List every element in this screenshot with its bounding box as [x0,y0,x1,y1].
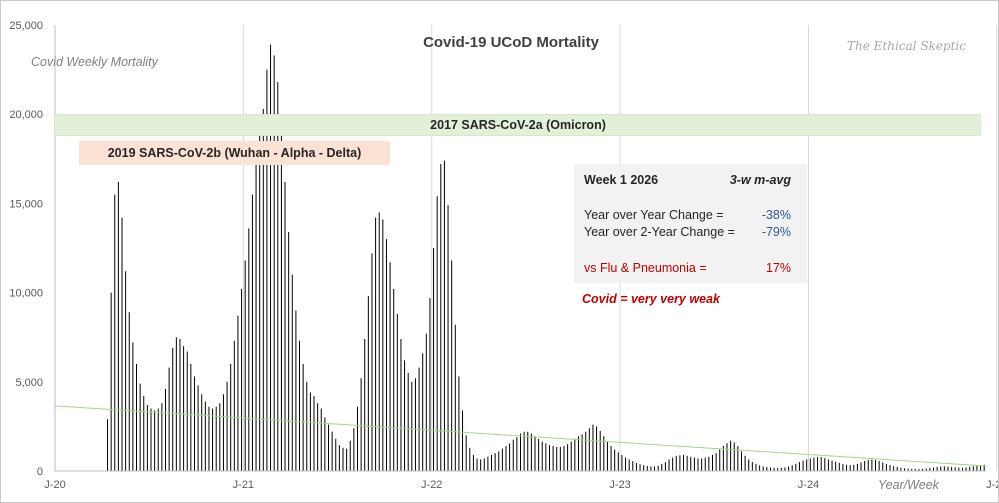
flu-value: 17% [765,261,791,275]
x-axis-label: Year/Week [878,478,939,492]
variant-band: 2019 SARS-CoV-2b (Wuhan - Alpha - Delta) [79,141,390,165]
yo2y-value: -79% [761,225,791,239]
verdict-text: Covid = very very weak [582,292,720,306]
x-axis-ticks: J-20J-21J-22J-23J-24J-25J-26 [44,479,998,491]
axes [54,25,986,472]
y-tick-label: 10,000 [9,288,43,300]
stats-box: Week 1 2026 3-w m-avg Year over Year Cha… [574,164,807,283]
stats-header: Week 1 2026 [584,173,659,187]
y-tick-label: 15,000 [9,198,43,210]
weekly-bars [107,44,985,471]
y-tick-label: 25,000 [9,20,43,32]
y-axis-label: Covid Weekly Mortality [31,55,158,69]
trend-line [54,405,987,467]
yo2y-label: Year over 2-Year Change = [584,225,735,239]
y-tick-label: 20,000 [9,109,43,121]
y-axis-ticks: 0 5,000 10,000 15,000 20,000 25,000 [9,20,43,478]
flu-label: vs Flu & Pneumonia = [584,261,707,275]
x-tick-label: J-20 [44,479,65,491]
x-tick-label: J-23 [609,479,630,491]
y-tick-label: 5,000 [15,377,43,389]
x-tick-label: J-25 [986,479,998,491]
x-tick-label: J-21 [233,479,254,491]
watermark: The Ethical Skeptic [847,39,966,53]
omicron-band: 2017 SARS-CoV-2a (Omicron) [55,114,981,136]
x-tick-label: J-24 [798,479,819,491]
trendline [54,405,987,467]
yoy-value: -38% [761,208,791,222]
x-tick-label: J-22 [421,479,442,491]
yoy-label: Year over Year Change = [584,208,724,222]
y-tick-label: 0 [37,466,43,478]
stats-header-avg: 3-w m-avg [729,173,791,187]
chart-title: Covid-19 UCoD Mortality [423,34,599,51]
